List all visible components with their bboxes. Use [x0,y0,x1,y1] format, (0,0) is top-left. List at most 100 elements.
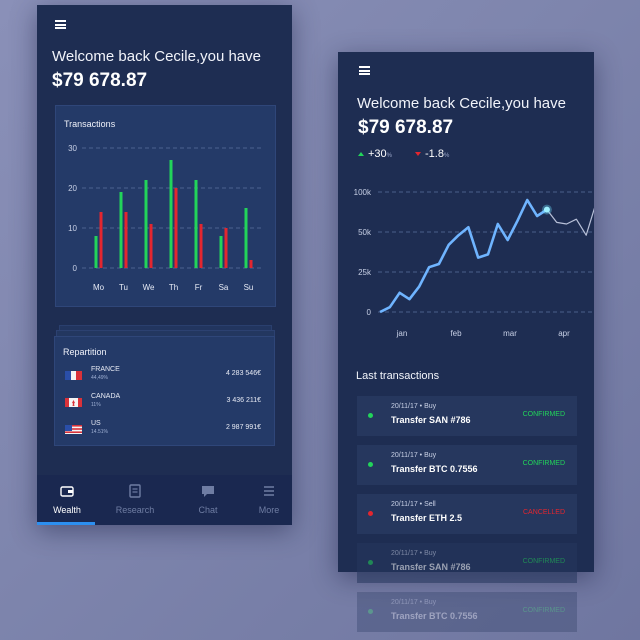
document-icon [129,484,141,498]
x-tick-label: Mo [93,283,105,292]
bottom-tab-bar: Wealth Research Chat More [37,475,292,525]
tab-chat[interactable]: Chat [178,483,238,515]
menu-icon [264,486,274,496]
transaction-row[interactable]: 20/11/17 • Sell Transfer ETH 2.5 CANCELL… [357,494,577,534]
bar-out [149,224,153,268]
transaction-meta: 20/11/17 • Sell [391,501,436,508]
repartition-percent: 11% [91,402,101,408]
x-tick-label: Su [244,283,254,292]
wealth-screen: Welcome back Cecile,you have $79 678.87 … [37,5,292,525]
transaction-row[interactable]: 20/11/17 • Buy Transfer BTC 0.7556 CONFI… [357,592,577,632]
repartition-country: US [91,420,101,427]
bar-in [169,160,173,268]
repartition-country: FRANCE [91,366,120,373]
balance-line-chart: 0 25k 50k 100k jan feb mar apr [354,188,594,338]
tab-label: Chat [198,505,218,515]
bar-in [94,236,98,268]
transaction-status: CONFIRMED [522,558,565,565]
transaction-status: CONFIRMED [522,460,565,467]
bar-in [144,180,148,268]
repartition-row[interactable]: FRANCE 44,49% 4 283 546€ [65,366,261,392]
y-tick-label: 0 [367,308,372,317]
y-tick-label: 50k [358,228,372,237]
highlight-point [543,206,550,213]
arrow-down-icon [415,152,421,157]
bar-out [174,188,178,268]
transactions-card: Transactions 0 10 20 30 Mo Tu We Th Fr Sa Su [55,105,276,307]
repartition-card: Repartition FRANCE 44,49% 4 283 546€ CAN… [54,336,275,446]
x-tick-label: Tu [119,283,128,292]
transaction-meta: 20/11/17 • Buy [391,452,437,459]
welcome-message: Welcome back Cecile,you have [52,48,261,65]
status-dot [368,609,373,614]
hamburger-icon[interactable] [359,66,370,75]
wallet-icon [60,486,74,497]
series-line-history [379,198,548,314]
x-tick-label: apr [558,329,570,338]
balance-amount: $79 678.87 [358,117,454,138]
status-dot [368,462,373,467]
transaction-title: Transfer ETH 2.5 [391,513,463,523]
repartition-amount: 2 987 991€ [225,424,261,431]
bar-out [249,260,253,268]
canada-flag-icon [65,396,82,407]
repartition-row[interactable]: CANADA 11% 3 436 211€ [65,393,261,419]
transaction-meta: 20/11/17 • Buy [391,550,437,557]
transactions-title: Transactions [64,119,116,129]
arrow-up-icon [358,152,364,157]
y-tick-label: 10 [68,224,77,233]
tab-research[interactable]: Research [105,483,165,515]
x-tick-label: mar [503,329,517,338]
france-flag-icon [65,369,82,380]
y-tick-label: 100k [354,188,372,197]
transaction-row[interactable]: 20/11/17 • Buy Transfer BTC 0.7556 CONFI… [357,445,577,485]
bar-in [219,236,223,268]
transaction-title: Transfer SAN #786 [391,562,471,572]
stat-positive: +30% [358,148,392,160]
status-dot [368,511,373,516]
last-transactions-title: Last transactions [356,370,440,382]
transaction-title: Transfer SAN #786 [391,415,471,425]
transaction-row[interactable]: 20/11/17 • Buy Transfer SAN #786 CONFIRM… [357,396,577,436]
transactions-bar-chart: 0 10 20 30 Mo Tu We Th Fr Sa Su [68,144,261,292]
x-tick-label: Sa [219,283,229,292]
repartition-amount: 4 283 546€ [225,370,261,377]
y-tick-label: 20 [68,184,77,193]
transaction-meta: 20/11/17 • Buy [391,599,437,606]
tab-label: More [258,505,280,515]
transaction-title: Transfer BTC 0.7556 [391,611,478,621]
repartition-country: CANADA [91,393,121,400]
bar-out [199,224,203,268]
bar-out [99,212,103,268]
us-flag-icon [65,423,82,434]
repartition-title: Repartition [63,347,107,357]
tab-label: Wealth [53,505,81,515]
tab-wealth[interactable]: Wealth [37,483,97,515]
y-tick-label: 25k [358,268,372,277]
tab-label: Research [115,505,155,515]
bar-out [224,228,228,268]
stat-negative: -1.8% [415,148,449,160]
bar-in [194,180,198,268]
repartition-percent: 44,49% [91,375,108,381]
y-tick-label: 0 [73,264,78,273]
repartition-row[interactable]: US 14.51% 2 987 991€ [65,420,261,446]
y-tick-label: 30 [68,144,77,153]
transaction-row[interactable]: 20/11/17 • Buy Transfer SAN #786 CONFIRM… [357,543,577,583]
bar-out [124,212,128,268]
x-tick-label: Th [169,283,178,292]
hamburger-icon[interactable] [55,20,66,29]
x-tick-label: Fr [195,283,203,292]
repartition-percent: 14.51% [91,429,108,435]
transaction-status: CONFIRMED [522,411,565,418]
x-tick-label: We [143,283,155,292]
transaction-meta: 20/11/17 • Buy [391,403,437,410]
tab-more[interactable]: More [239,483,299,515]
welcome-message: Welcome back Cecile,you have [357,95,566,112]
active-tab-indicator [37,522,95,525]
repartition-amount: 3 436 211€ [226,397,261,404]
transaction-title: Transfer BTC 0.7556 [391,464,478,474]
x-tick-label: jan [396,329,408,338]
status-dot [368,413,373,418]
bar-in [119,192,123,268]
